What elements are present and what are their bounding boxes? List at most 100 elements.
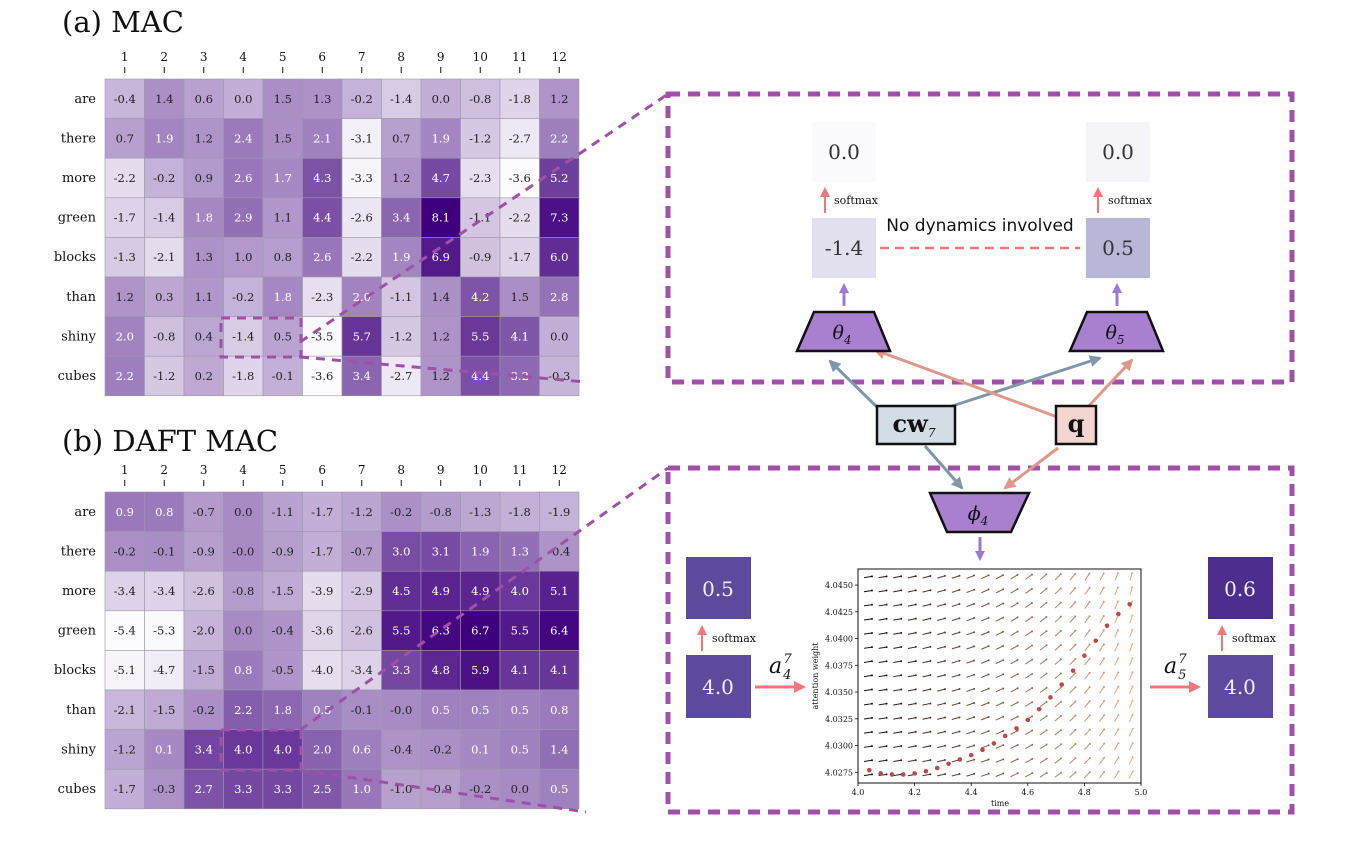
quiver-head bbox=[885, 603, 888, 606]
quiver-head bbox=[914, 575, 917, 578]
a5-symbol: a bbox=[1164, 654, 1177, 679]
quiver-arrow bbox=[922, 674, 931, 678]
quiver-arrow bbox=[922, 660, 931, 664]
heatmap-value: -0.0 bbox=[390, 703, 412, 717]
svg-text:θ5: θ5 bbox=[1105, 322, 1124, 347]
quiver-head bbox=[1016, 602, 1019, 605]
heatmap-cell bbox=[183, 316, 224, 357]
quiver-head bbox=[958, 603, 961, 606]
heatmap-value: 0.0 bbox=[234, 92, 252, 106]
heatmap-cell bbox=[104, 276, 145, 317]
value-b-right-bottom: 4.0 bbox=[1224, 675, 1256, 699]
quiver-arrow bbox=[1025, 673, 1033, 679]
heatmap-cell bbox=[499, 237, 540, 278]
quiver-head bbox=[1103, 770, 1106, 773]
quiver-arrow bbox=[878, 632, 887, 635]
quiver-head bbox=[870, 759, 873, 762]
heatmap-cell bbox=[104, 531, 145, 572]
quiver-head bbox=[1131, 600, 1134, 603]
heatmap-value: -1.8 bbox=[509, 505, 531, 519]
heatmap-cell bbox=[104, 316, 145, 357]
heatmap-value: -2.0 bbox=[193, 624, 215, 638]
quiver-arrow bbox=[907, 646, 916, 649]
flow-trajectory bbox=[867, 602, 1132, 777]
quiver-head bbox=[1117, 685, 1120, 688]
quiver-arrow bbox=[980, 716, 989, 721]
heatmap-cell bbox=[262, 610, 303, 651]
quiver-arrow bbox=[1069, 672, 1076, 680]
quiver-arrow bbox=[951, 631, 960, 636]
a4-sup: 7 bbox=[783, 652, 792, 667]
quiver-arrow bbox=[1010, 673, 1018, 679]
quiver-head bbox=[973, 673, 976, 676]
trajectory-point bbox=[946, 761, 951, 767]
quiver-arrow bbox=[863, 618, 873, 621]
quiver-head bbox=[1031, 630, 1034, 633]
quiver-head bbox=[885, 759, 888, 762]
heatmap-cell bbox=[104, 689, 145, 730]
heatmap-cell bbox=[144, 531, 185, 572]
row-label: than bbox=[66, 703, 96, 718]
quiver-head bbox=[914, 716, 917, 719]
quiver-arrow bbox=[980, 773, 989, 777]
label-a4: a47 bbox=[769, 652, 792, 683]
quiver-arrow bbox=[981, 574, 989, 580]
quiver-arrow bbox=[1129, 573, 1133, 581]
quiver-arrow bbox=[1010, 588, 1018, 594]
quiver-arrow bbox=[1039, 616, 1047, 623]
q-symbol: q bbox=[1068, 409, 1085, 438]
quiver-head bbox=[929, 773, 932, 776]
quiver-arrow bbox=[966, 745, 975, 749]
quiver-arrow bbox=[1099, 601, 1105, 610]
quiver-arrow bbox=[1054, 701, 1062, 708]
row-label: than bbox=[66, 290, 96, 305]
quiver-head bbox=[1059, 629, 1062, 632]
quiver-head bbox=[1131, 572, 1134, 575]
heatmap-value: 0.0 bbox=[550, 329, 568, 343]
heatmap-cell bbox=[341, 570, 382, 612]
heatmap-cell bbox=[183, 729, 224, 770]
heatmap-value: 4.9 bbox=[471, 584, 489, 598]
quiver-arrow bbox=[1054, 644, 1062, 651]
quiver-arrow bbox=[1069, 644, 1076, 651]
quiver-arrow bbox=[1128, 728, 1134, 737]
quiver-head bbox=[1031, 616, 1034, 619]
zoom-line-a-top bbox=[299, 92, 669, 344]
heatmap-value: 1.7 bbox=[274, 171, 292, 185]
quiver-arrow bbox=[1129, 615, 1133, 624]
heatmap-value: -0.7 bbox=[351, 544, 373, 558]
quiver-head bbox=[1102, 572, 1105, 575]
heatmap-value: 0.5 bbox=[313, 703, 331, 717]
quiver-head bbox=[870, 730, 873, 733]
arrow-q-theta5 bbox=[1083, 358, 1134, 412]
trajectory-point bbox=[968, 752, 974, 758]
heatmap-cell bbox=[262, 237, 303, 278]
heatmap-value: 1.8 bbox=[274, 290, 292, 304]
quiver-arrow bbox=[1129, 629, 1133, 638]
quiver-arrow bbox=[1084, 630, 1090, 638]
quiver-head bbox=[1060, 757, 1063, 760]
quiver-arrow bbox=[937, 660, 946, 664]
heatmap-value: 4.7 bbox=[432, 171, 450, 185]
quiver-head bbox=[1116, 586, 1119, 589]
heatmap-cell bbox=[144, 491, 185, 532]
quiver-head bbox=[900, 702, 903, 705]
quiver-arrow bbox=[893, 660, 902, 664]
quiver-head bbox=[943, 674, 946, 677]
heatmap-cell bbox=[539, 729, 580, 770]
quiver-arrow bbox=[1054, 729, 1062, 736]
column-number: 5 bbox=[279, 463, 287, 477]
quiver-arrow bbox=[907, 745, 916, 748]
quiver-arrow bbox=[863, 575, 873, 579]
x-tick-label: 5.0 bbox=[1135, 788, 1148, 797]
heatmap-value: -0.9 bbox=[193, 544, 215, 558]
heatmap-cell bbox=[381, 491, 422, 532]
heatmap-value: 6.7 bbox=[471, 624, 489, 638]
quiver-arrow bbox=[893, 717, 902, 720]
quiver-head bbox=[900, 745, 903, 748]
quiver-arrow bbox=[907, 632, 916, 635]
arrow-q-phi4 bbox=[1003, 446, 1059, 490]
heatmap-cell bbox=[302, 650, 343, 691]
quiver-head bbox=[1030, 573, 1033, 576]
quiver-arrow bbox=[893, 688, 902, 692]
